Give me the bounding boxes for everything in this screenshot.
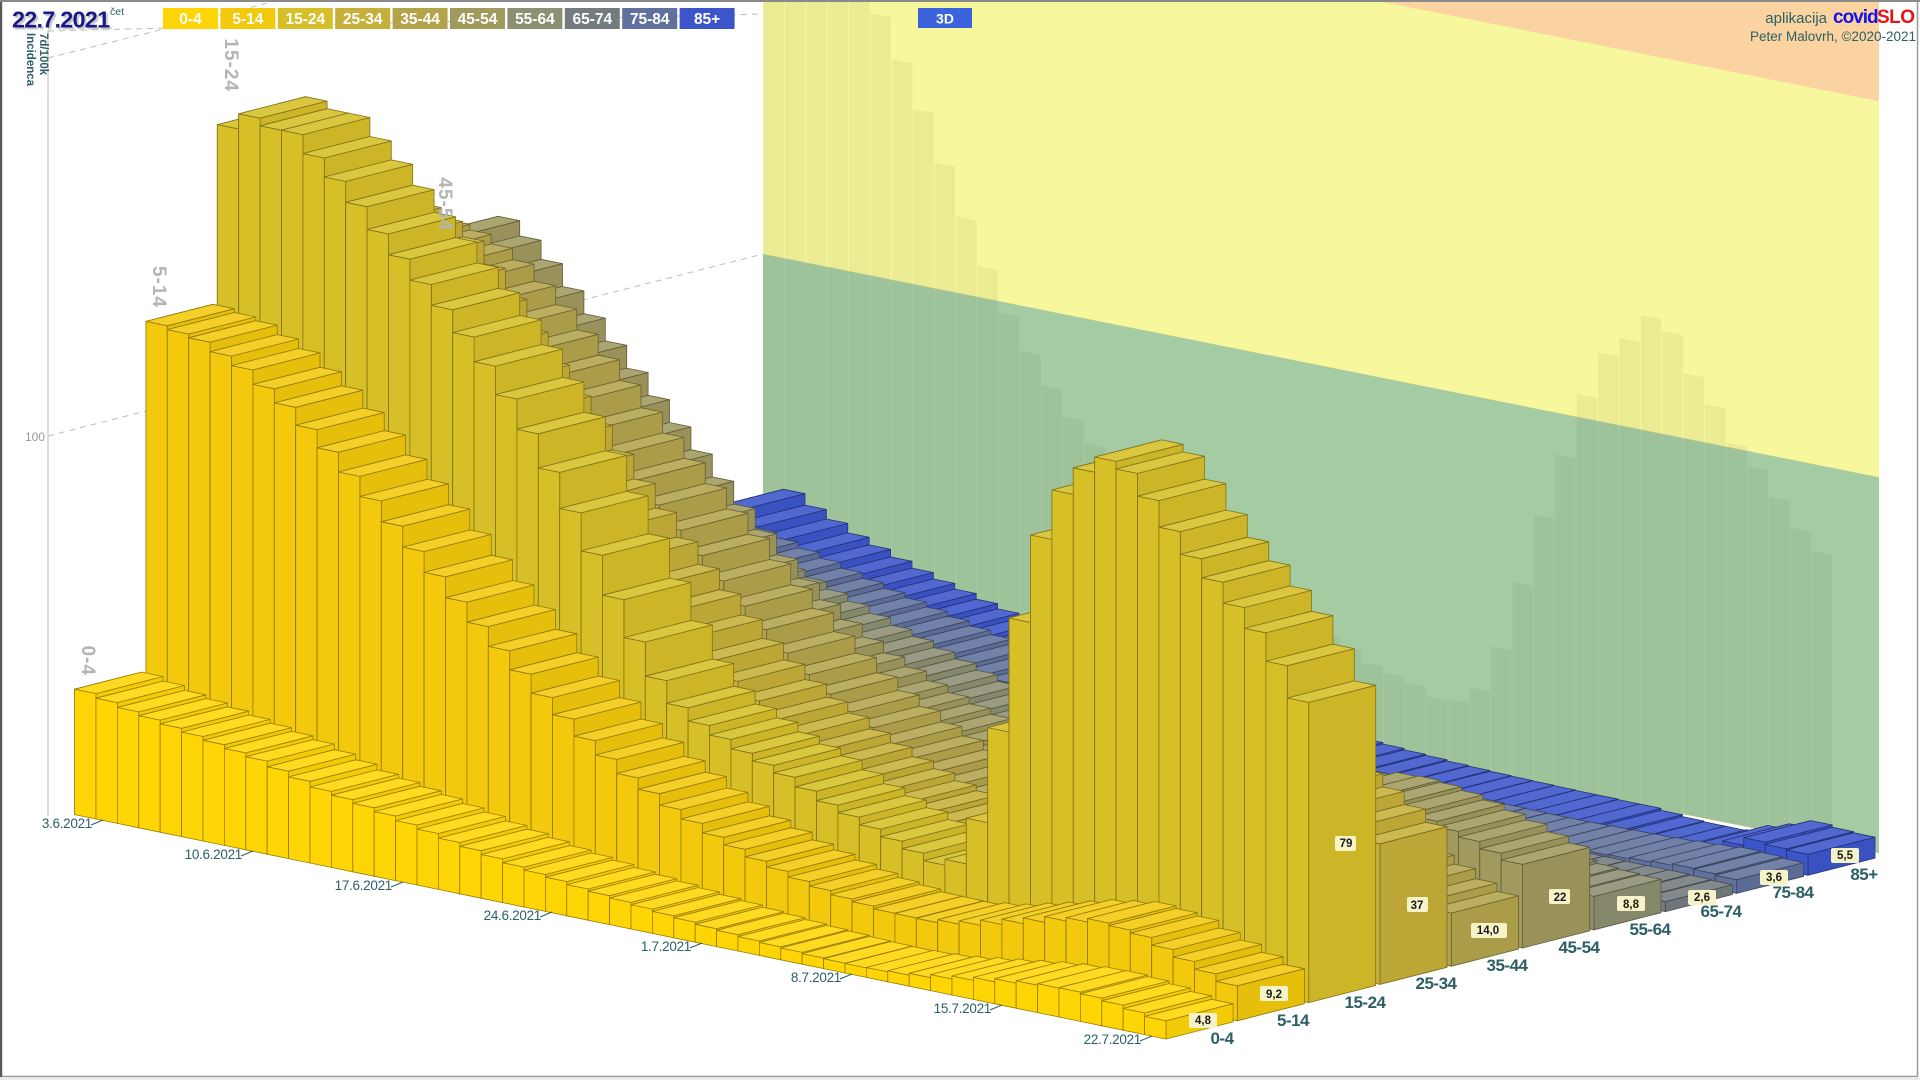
svg-text:55-64: 55-64	[515, 11, 555, 28]
svg-text:8,8: 8,8	[1623, 899, 1640, 911]
svg-text:75-84: 75-84	[630, 11, 670, 28]
svg-text:covid: covid	[1833, 7, 1878, 28]
svg-text:aplikacija: aplikacija	[1765, 10, 1827, 27]
svg-text:SLO: SLO	[1877, 7, 1915, 28]
svg-text:65-74: 65-74	[1701, 902, 1743, 921]
svg-text:10.6.2021: 10.6.2021	[185, 847, 242, 862]
svg-text:45-54: 45-54	[458, 11, 498, 28]
svg-text:3.6.2021: 3.6.2021	[42, 816, 92, 831]
svg-text:15-24: 15-24	[285, 11, 325, 28]
svg-text:24.6.2021: 24.6.2021	[484, 908, 541, 923]
svg-text:37: 37	[1411, 900, 1424, 912]
svg-text:35-44: 35-44	[1487, 956, 1529, 975]
svg-text:2,6: 2,6	[1694, 892, 1710, 904]
svg-text:79: 79	[1340, 838, 1353, 850]
svg-text:0-4: 0-4	[179, 11, 202, 28]
svg-text:22.7.2021: 22.7.2021	[14, 9, 112, 35]
svg-text:8.7.2021: 8.7.2021	[791, 970, 841, 985]
svg-text:22.7.2021: 22.7.2021	[1084, 1032, 1141, 1047]
svg-text:Incidenca: Incidenca	[24, 33, 36, 87]
svg-text:15.7.2021: 15.7.2021	[934, 1001, 991, 1016]
svg-text:5,5: 5,5	[1837, 850, 1854, 862]
svg-text:45-54: 45-54	[434, 177, 455, 231]
svg-text:9,2: 9,2	[1266, 989, 1282, 1001]
svg-text:15-24: 15-24	[1345, 993, 1387, 1012]
svg-text:5-14: 5-14	[148, 266, 169, 308]
svg-text:85+: 85+	[1850, 865, 1878, 884]
svg-text:Peter Malovrh, ©2020-2021: Peter Malovrh, ©2020-2021	[1750, 29, 1916, 44]
svg-text:75-84: 75-84	[1773, 883, 1815, 902]
svg-text:25-34: 25-34	[343, 11, 383, 28]
svg-text:25-34: 25-34	[1416, 974, 1458, 993]
svg-text:15-24: 15-24	[220, 38, 241, 92]
svg-text:3D: 3D	[936, 11, 954, 27]
svg-text:17.6.2021: 17.6.2021	[335, 878, 392, 893]
svg-text:35-44: 35-44	[400, 11, 440, 28]
svg-text:14,0: 14,0	[1477, 925, 1499, 937]
svg-text:22: 22	[1554, 892, 1567, 904]
svg-text:čet: čet	[110, 6, 124, 18]
svg-text:5-14: 5-14	[232, 11, 263, 28]
svg-text:55-64: 55-64	[1630, 920, 1672, 939]
svg-text:0-4: 0-4	[77, 646, 98, 676]
svg-text:3,6: 3,6	[1766, 872, 1782, 884]
svg-text:5-14: 5-14	[1277, 1011, 1310, 1030]
svg-text:65-74: 65-74	[572, 11, 612, 28]
svg-text:0-4: 0-4	[1210, 1029, 1234, 1048]
svg-text:4,8: 4,8	[1195, 1015, 1212, 1027]
svg-text:100: 100	[25, 430, 45, 444]
svg-text:85+: 85+	[694, 11, 720, 28]
svg-text:7d/100k: 7d/100k	[37, 33, 49, 76]
svg-text:1.7.2021: 1.7.2021	[641, 939, 691, 954]
svg-text:22.7.2021: 22.7.2021	[12, 7, 110, 33]
svg-text:45-54: 45-54	[1559, 938, 1601, 957]
